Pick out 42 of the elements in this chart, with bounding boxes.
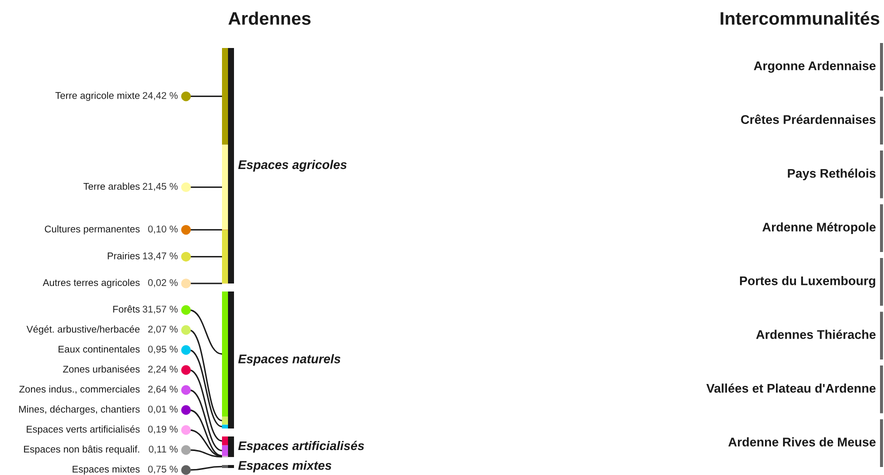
category-label: Terre agricole mixte	[55, 92, 140, 101]
data-label: 0,11 %	[148, 446, 178, 454]
text: Crêtes Préardennaises	[741, 114, 876, 124]
category-label: Forêts	[113, 305, 140, 313]
category-label: Espaces verts artificialisés	[26, 425, 140, 435]
data-label: 24,42 %	[142, 92, 178, 100]
category-label: Prairies	[108, 252, 140, 260]
category-label: Eaux continentales	[58, 345, 140, 353]
category-label: Espaces non bâtis requalif.	[24, 445, 140, 455]
category-label: Mines, décharges, chantiers	[19, 405, 140, 415]
data-label: 21,45 %	[142, 182, 178, 191]
data-label: 2,64 %	[148, 386, 178, 394]
data-label: 0,95 %	[148, 346, 178, 354]
text: Ardenne Métropole	[762, 222, 876, 234]
data-label: 0,10 %	[148, 226, 178, 234]
category-label: Végét. arbustive/herbacée	[26, 325, 140, 335]
data-label: 13,47 %	[143, 252, 178, 260]
data-label: 0,02 %	[148, 279, 178, 288]
text: Portes du Luxembourg	[740, 276, 876, 288]
text: Ardennes Thiérache	[756, 330, 876, 339]
data-label: 31,57 %	[142, 306, 178, 314]
data-label: 2,07 %	[148, 326, 178, 334]
data-label: 0,75 %	[148, 466, 178, 474]
text: Pays Rethélois	[788, 168, 876, 180]
text: Vallées et Plateau d'Ardenne	[706, 383, 876, 393]
text: Argonne Ardennaise	[754, 61, 876, 73]
category-label: Autres terres agricoles	[42, 278, 140, 288]
data-label: 2,24 %	[148, 366, 178, 374]
category-label: Zones indus., commerciales	[19, 385, 140, 394]
legend-label: Espaces mixtes	[238, 460, 332, 472]
legend-label: Espaces agricoles	[238, 160, 347, 172]
legend-label: Espaces naturels	[238, 354, 340, 366]
text: Ardennes	[228, 12, 311, 25]
legend-label: Espaces artificialisés	[238, 440, 364, 453]
data-label: 0,01 %	[148, 406, 178, 414]
category-label: Zones urbanisées	[63, 365, 140, 373]
text: Ardenne Rives de Meuse	[728, 437, 876, 446]
text: Intercommunalités	[720, 11, 880, 25]
category-label: Espaces mixtes	[72, 465, 140, 475]
data-label: 0,19 %	[148, 426, 178, 434]
category-label: Cultures permanentes	[44, 225, 140, 234]
category-label: Terre arables	[83, 182, 140, 190]
